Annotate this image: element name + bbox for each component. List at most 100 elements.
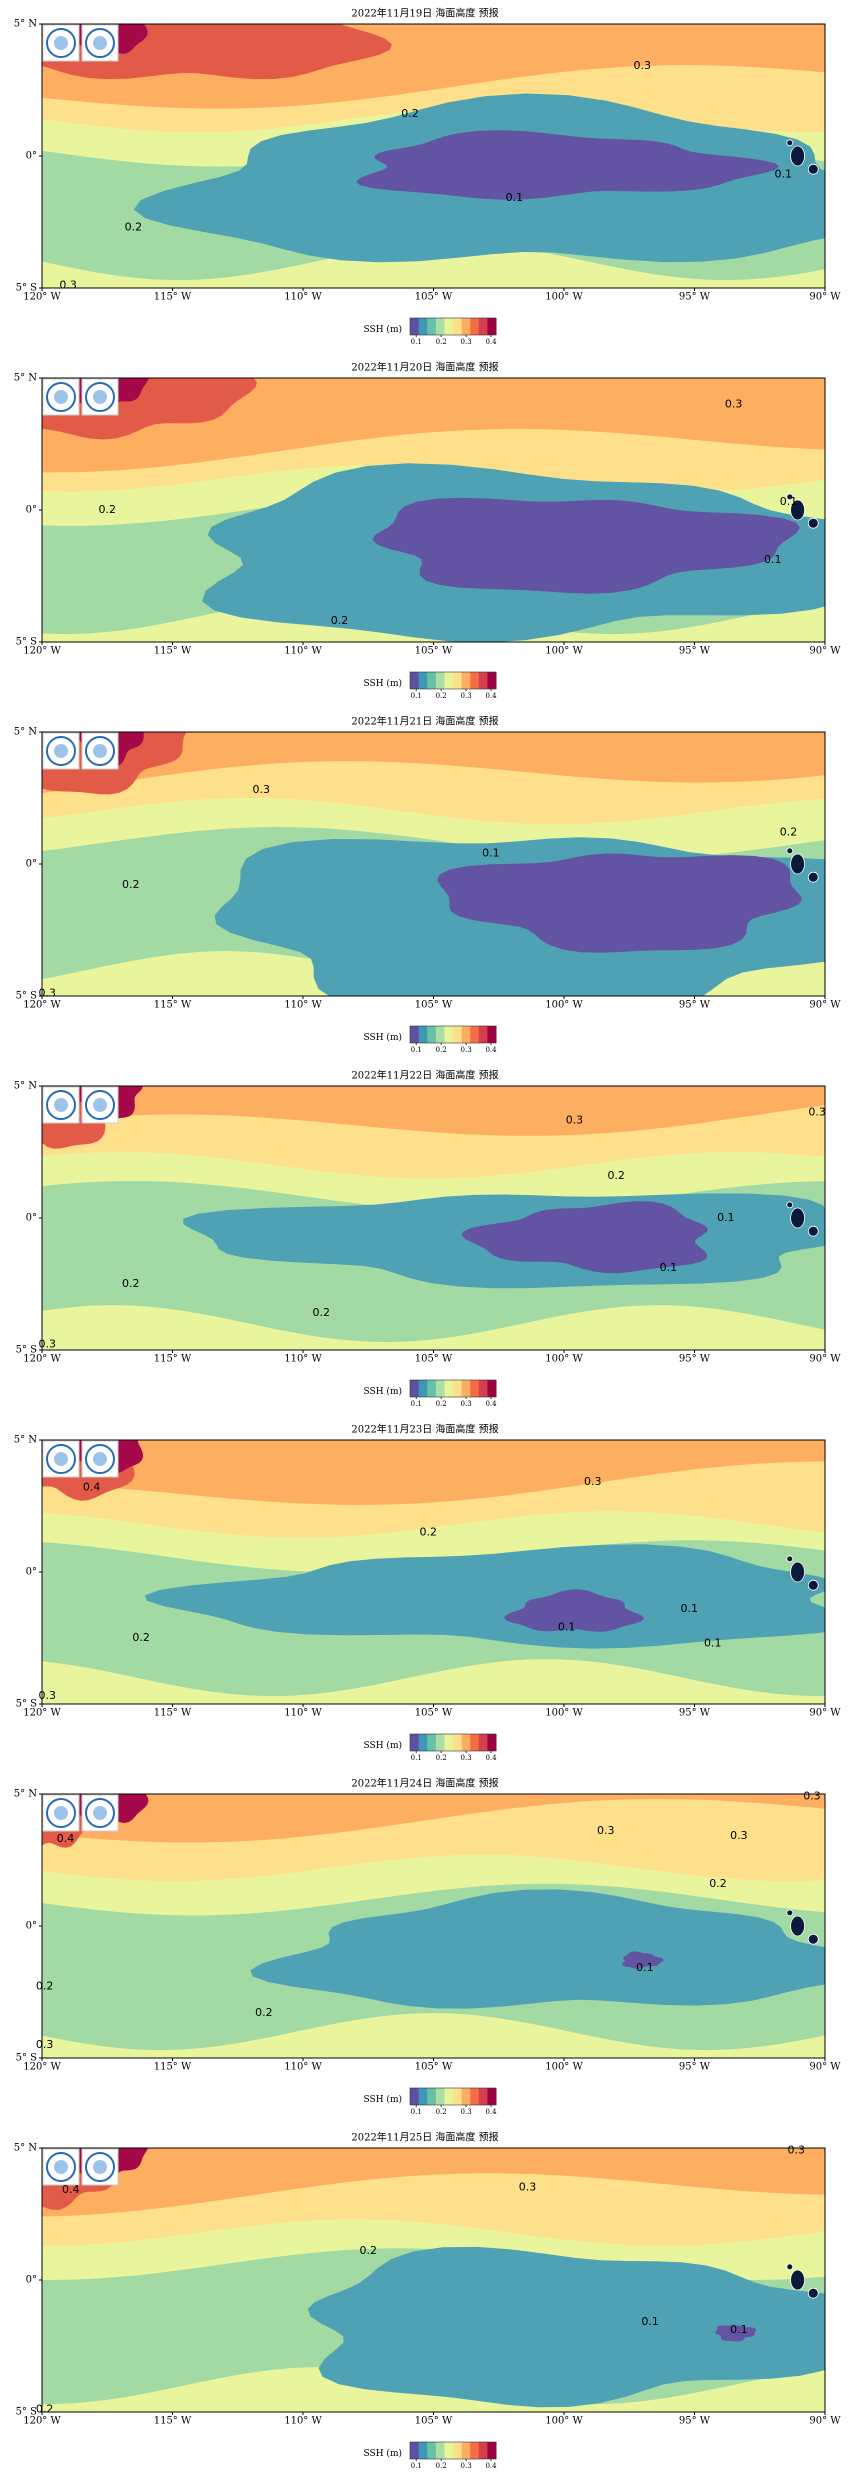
logo-mark — [93, 390, 107, 404]
contour-label: 0.1 — [482, 846, 500, 859]
x-tick-label: 105° W — [415, 646, 453, 657]
y-tick-label: 5° N — [14, 1789, 38, 1800]
map-panel: 2022年11月25日 海面高度 预报 0.3 0.4 0.3 0.2 0.1 0.1 0.2… — [14, 2131, 842, 2471]
contour-label: 0.1 — [730, 2323, 748, 2336]
contour-label: 0.3 — [634, 59, 652, 72]
logo — [42, 732, 80, 770]
x-tick-label: 90° W — [809, 1354, 841, 1365]
colorbar-step — [444, 1026, 454, 1043]
island — [807, 1933, 819, 1945]
y-tick-label: 5° N — [14, 373, 38, 384]
x-tick-label: 105° W — [415, 292, 453, 303]
island — [807, 517, 819, 529]
field-teal — [144, 1544, 825, 1649]
y-tick-label: 5° N — [14, 1081, 38, 1092]
colorbar-tick-label: 0.3 — [461, 1400, 472, 1408]
colorbar-step — [478, 2088, 488, 2105]
colorbar-step — [418, 318, 428, 335]
colorbar-step — [418, 1380, 428, 1397]
field-orange — [42, 1440, 825, 1505]
colorbar-step — [427, 1026, 437, 1043]
y-tick-label: 5° N — [14, 727, 38, 738]
colorbar-step — [410, 2442, 420, 2459]
x-tick-label: 110° W — [284, 1708, 322, 1719]
logo-mark — [93, 2160, 107, 2174]
contour-label: 0.2 — [420, 1525, 438, 1538]
colorbar-tick-label: 0.4 — [485, 1400, 497, 1408]
x-tick-label: 90° W — [809, 2062, 841, 2073]
x-tick-label: 100° W — [545, 1000, 583, 1011]
x-tick-label: 100° W — [545, 2416, 583, 2427]
y-tick-label: 5° S — [16, 283, 38, 294]
contour-label: 0.3 — [597, 1824, 615, 1837]
contour-label: 0.1 — [704, 1636, 722, 1649]
colorbar-tick-label: 0.2 — [436, 1046, 447, 1054]
colorbar-step — [435, 1734, 445, 1751]
colorbar-tick-label: 0.3 — [461, 1046, 472, 1054]
colorbar-label: SSH (m) — [364, 678, 402, 689]
field-purple — [372, 497, 800, 594]
colorbar-step — [478, 1380, 488, 1397]
contour-label: 0.2 — [780, 825, 798, 838]
x-tick-label: 95° W — [679, 292, 711, 303]
colorbar-step — [444, 1734, 454, 1751]
contour-label: 0.2 — [132, 1631, 150, 1644]
colorbar-tick-label: 0.1 — [411, 2462, 422, 2470]
contour-label: 0.2 — [360, 2244, 378, 2257]
x-tick-label: 115° W — [154, 1000, 192, 1011]
colorbar-step — [418, 2442, 428, 2459]
field-orange — [42, 1086, 825, 1136]
contour-label: 0.3 — [38, 1338, 56, 1351]
contour-label: 0.1 — [681, 1602, 699, 1615]
colorbar-step — [461, 672, 471, 689]
logo-mark — [46, 382, 76, 412]
ssh-field — [42, 2148, 825, 2412]
contour-label: 0.2 — [401, 107, 419, 120]
contour-label: 0.3 — [36, 2038, 54, 2051]
logo-mark — [54, 1806, 68, 1820]
colorbar-step — [487, 1026, 497, 1043]
colorbar-step — [487, 2442, 497, 2459]
x-tick-label: 100° W — [545, 646, 583, 657]
y-tick-label: 0° — [26, 2275, 37, 2286]
colorbar-step — [453, 318, 463, 335]
field-purple — [715, 2325, 757, 2342]
colorbar-step — [470, 1734, 480, 1751]
x-tick-label: 115° W — [154, 292, 192, 303]
x-tick-label: 95° W — [679, 1708, 711, 1719]
contour-label: 0.3 — [252, 783, 270, 796]
logo-mark — [85, 736, 115, 766]
colorbar-step — [461, 1734, 471, 1751]
logo-mark — [54, 744, 68, 758]
contour-label: 0.2 — [125, 220, 143, 233]
island — [786, 847, 794, 855]
contour-label: 0.4 — [83, 1481, 101, 1494]
contour-label: 0.2 — [331, 614, 349, 627]
colorbar-tick-label: 0.4 — [485, 2462, 497, 2470]
contour-label: 0.4 — [62, 2183, 80, 2196]
colorbar-tick-label: 0.1 — [411, 338, 422, 346]
logo — [81, 732, 119, 770]
colorbar-tick-label: 0.2 — [436, 1754, 447, 1762]
x-tick-label: 110° W — [284, 2416, 322, 2427]
x-tick-label: 115° W — [154, 646, 192, 657]
island — [790, 145, 805, 167]
colorbar-label: SSH (m) — [364, 2094, 402, 2105]
colorbar-frame — [409, 1379, 497, 1398]
island — [786, 1201, 794, 1209]
logo-mark — [93, 36, 107, 50]
colorbar-frame — [409, 2441, 497, 2460]
contour-label: 0.1 — [636, 1961, 654, 1974]
colorbar-step — [435, 2088, 445, 2105]
logo-mark — [54, 1452, 68, 1466]
contour-label: 0.2 — [122, 1277, 140, 1290]
colorbar-tick-label: 0.1 — [411, 692, 422, 700]
colorbar-step — [410, 672, 420, 689]
island — [807, 163, 819, 175]
logo-mark — [93, 1452, 107, 1466]
island — [807, 871, 819, 883]
x-tick-label: 115° W — [154, 2416, 192, 2427]
x-tick-label: 110° W — [284, 1354, 322, 1365]
colorbar-step — [435, 2442, 445, 2459]
